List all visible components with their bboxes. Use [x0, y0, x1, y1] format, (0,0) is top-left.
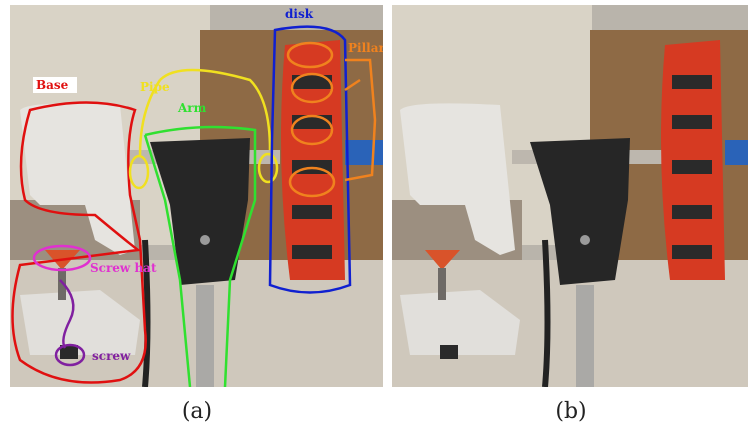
photo-a: Base Pipe Arm disk Pillar Screw hat scre… — [10, 5, 385, 387]
label-pipe: Pipe — [140, 80, 170, 94]
label-disk: disk — [285, 7, 314, 21]
caption-a: (a) — [182, 399, 212, 424]
photo-b — [392, 5, 748, 387]
caption-b: (b) — [555, 399, 586, 424]
figure: Base Pipe Arm disk Pillar Screw hat scre… — [0, 0, 756, 434]
label-arm: Arm — [177, 101, 207, 115]
page: Base Pipe Arm disk Pillar Screw hat scre… — [0, 0, 756, 434]
label-base: Base — [36, 78, 69, 92]
label-pillar: Pillar — [348, 41, 385, 55]
label-screw-hat: Screw hat — [90, 261, 157, 275]
label-screw: screw — [92, 349, 131, 363]
